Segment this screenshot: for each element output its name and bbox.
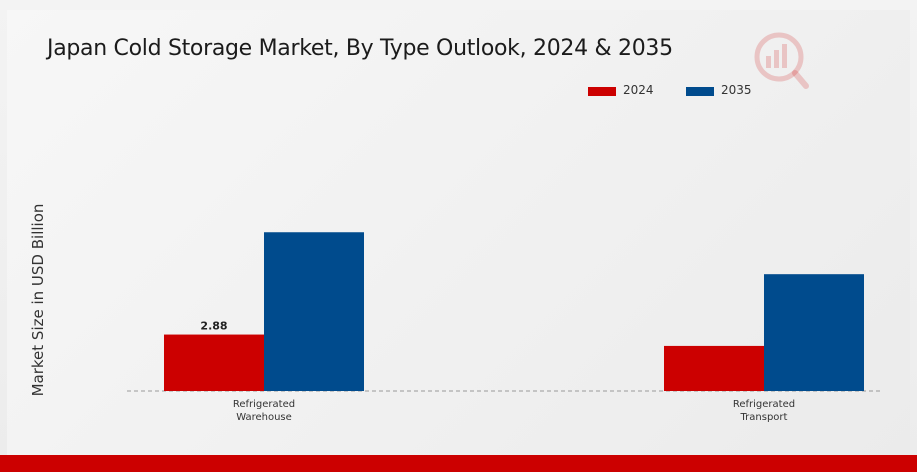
bar-2035-2 bbox=[764, 274, 864, 391]
legend-label-2024: 2024 bbox=[623, 83, 654, 97]
legend-label-2035: 2035 bbox=[721, 83, 752, 97]
bar-2024-1 bbox=[164, 334, 264, 391]
data-label-1: 2.88 bbox=[200, 320, 227, 333]
x-tick-label-2-line-1: Refrigerated bbox=[733, 399, 795, 410]
chart-title: Japan Cold Storage Market, By Type Outlo… bbox=[47, 36, 673, 61]
legend-swatch-2035 bbox=[686, 87, 714, 96]
x-tick-label-2-line-2: Transport bbox=[740, 412, 788, 423]
brand-logo-icon bbox=[754, 32, 809, 89]
x-tick-label-1-line-2: Warehouse bbox=[236, 412, 292, 423]
bar-2035-1 bbox=[264, 232, 364, 391]
x-tick-label-1-line-1: Refrigerated bbox=[233, 399, 295, 410]
bottom-accent-bar bbox=[0, 455, 917, 472]
bar-2024-2 bbox=[664, 345, 764, 391]
legend-swatch-2024 bbox=[588, 87, 616, 96]
